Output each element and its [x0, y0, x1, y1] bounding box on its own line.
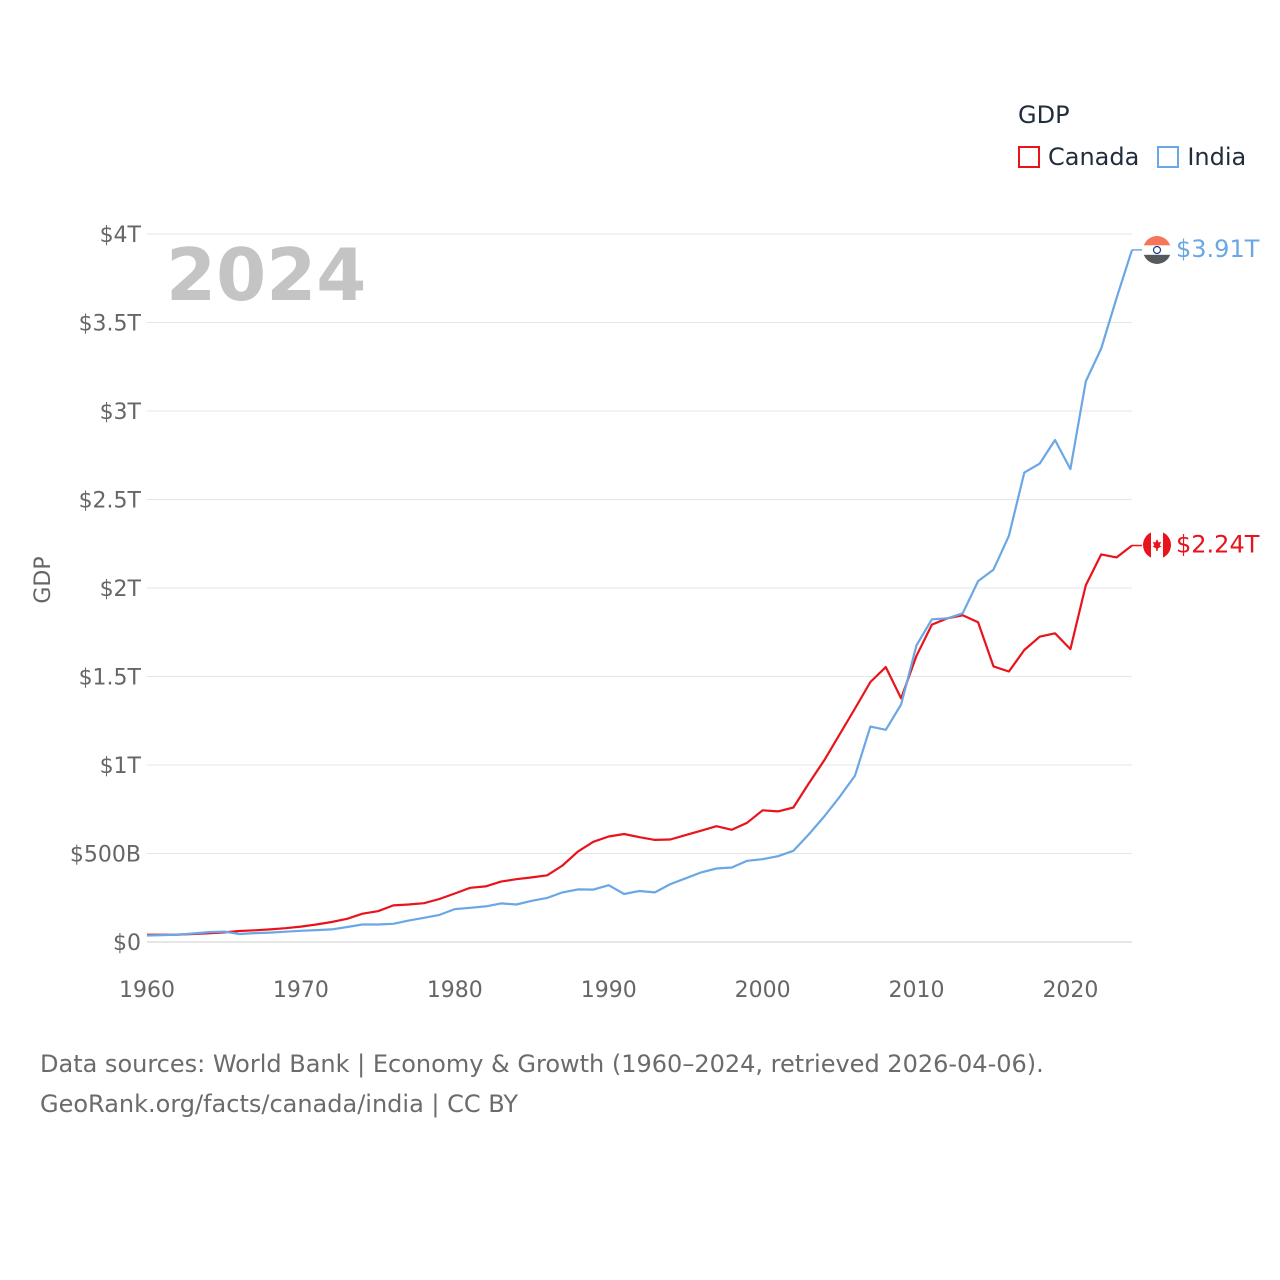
footer-sources: Data sources: World Bank | Economy & Gro… — [40, 1044, 1044, 1124]
series-lines — [146, 249, 1134, 937]
series-line-canada — [147, 544, 1133, 936]
y-tick-label: $4T — [100, 223, 142, 248]
y-tick-label: $2.5T — [79, 489, 142, 514]
y-axis-label: GDP — [31, 556, 56, 603]
x-axis-ticks: 1960 1970 1980 1990 2000 2010 2020 — [119, 978, 1098, 1003]
y-tick-label: $500B — [70, 843, 141, 868]
canada-flag-icon — [1143, 531, 1171, 559]
y-tick-label: $2T — [100, 577, 142, 602]
legend-label-india: India — [1187, 143, 1247, 171]
y-axis-ticks: $0 $500B $1T $1.5T $2T $2.5T $3T $3.5T $4T — [70, 223, 142, 956]
legend-title: GDP — [1018, 101, 1070, 129]
india-swatch — [1157, 146, 1180, 168]
x-tick-label: 2020 — [1042, 978, 1098, 1003]
y-tick-label: $0 — [113, 931, 141, 956]
x-tick-label: 1980 — [427, 978, 483, 1003]
footer-line-sources: Data sources: World Bank | Economy & Gro… — [40, 1050, 1044, 1078]
x-tick-label: 2010 — [889, 978, 945, 1003]
year-watermark: 2024 — [166, 233, 366, 317]
y-tick-label: $3.5T — [79, 312, 142, 337]
canada-swatch — [1018, 146, 1040, 168]
legend-item-india[interactable]: India — [1157, 143, 1246, 171]
india-flag-icon — [1143, 236, 1171, 264]
grid-lines — [147, 233, 1132, 943]
y-tick-label: $1T — [100, 754, 142, 779]
end-value-label-india: $3.91T — [1176, 235, 1260, 263]
y-tick-label: $1.5T — [79, 666, 142, 691]
legend-label-canada: Canada — [1048, 143, 1140, 171]
footer-line-url: GeoRank.org/facts/canada/india | CC BY — [40, 1090, 519, 1118]
legend-item-canada[interactable]: Canada — [1018, 143, 1139, 171]
x-tick-label: 1990 — [581, 978, 637, 1003]
x-tick-label: 1960 — [119, 978, 175, 1003]
x-tick-label: 1970 — [273, 978, 329, 1003]
series-end-markers: $2.24T $3.91T — [1132, 235, 1260, 559]
x-tick-label: 2000 — [735, 978, 791, 1003]
y-tick-label: $3T — [100, 400, 142, 425]
series-line-india — [146, 249, 1134, 937]
legend: Canada India — [1018, 143, 1264, 171]
end-value-label-canada: $2.24T — [1176, 531, 1260, 559]
